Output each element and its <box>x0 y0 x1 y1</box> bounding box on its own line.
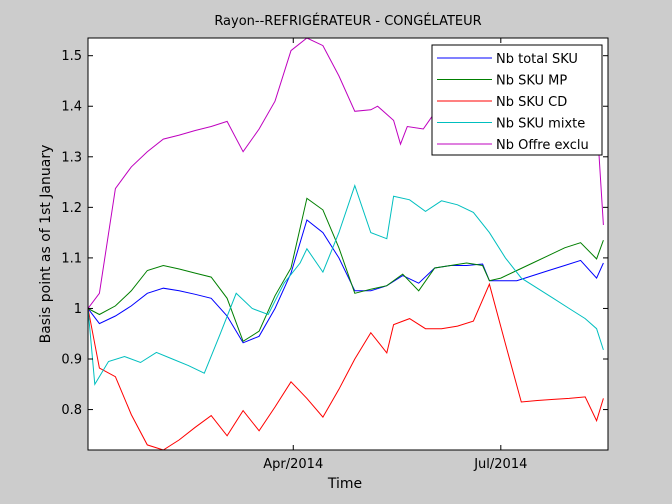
series-layer <box>88 38 604 450</box>
series-line-3 <box>88 282 604 450</box>
series-line-2 <box>88 197 604 343</box>
plot-frame <box>87 37 609 451</box>
y-tick-label: 0.9 <box>61 353 82 368</box>
y-axis-label: Basis point as of 1st January <box>38 145 54 344</box>
y-tick-label: 1.3 <box>61 150 82 165</box>
y-tick-label: 1 <box>74 302 82 317</box>
legend: Nb total SKU Nb SKU MP Nb SKU CD Nb SKU mix… <box>431 44 603 156</box>
legend-label: Nb SKU mixte <box>496 117 585 132</box>
legend-box <box>431 44 603 156</box>
y-tick-label: 1.4 <box>61 100 82 115</box>
y-tick-label: 1.5 <box>61 49 82 64</box>
x-tick-label: Apr/2014 <box>263 457 323 472</box>
y-tick-label: 1.1 <box>61 251 82 266</box>
y-tick-label: 0.8 <box>61 403 82 418</box>
legend-label: Nb Offre exclu <box>496 138 589 153</box>
ticks-layer: 0.8 0.9 1 1.1 1.2 1.3 1.4 1.5 Apr/2014 Jul/2014 <box>61 38 608 472</box>
legend-label: Nb SKU MP <box>496 74 567 89</box>
legend-label: Nb SKU CD <box>496 95 567 110</box>
legend-label: Nb total SKU <box>496 52 578 67</box>
y-tick-label: 1.2 <box>61 201 82 216</box>
x-axis-label: Time <box>327 476 362 492</box>
series-line-5 <box>88 38 604 309</box>
x-tick-label: Jul/2014 <box>473 457 527 472</box>
series-line-4 <box>88 184 604 386</box>
chart-title: Rayon--REFRIGÉRATEUR - CONGÉLATEUR <box>214 13 481 29</box>
